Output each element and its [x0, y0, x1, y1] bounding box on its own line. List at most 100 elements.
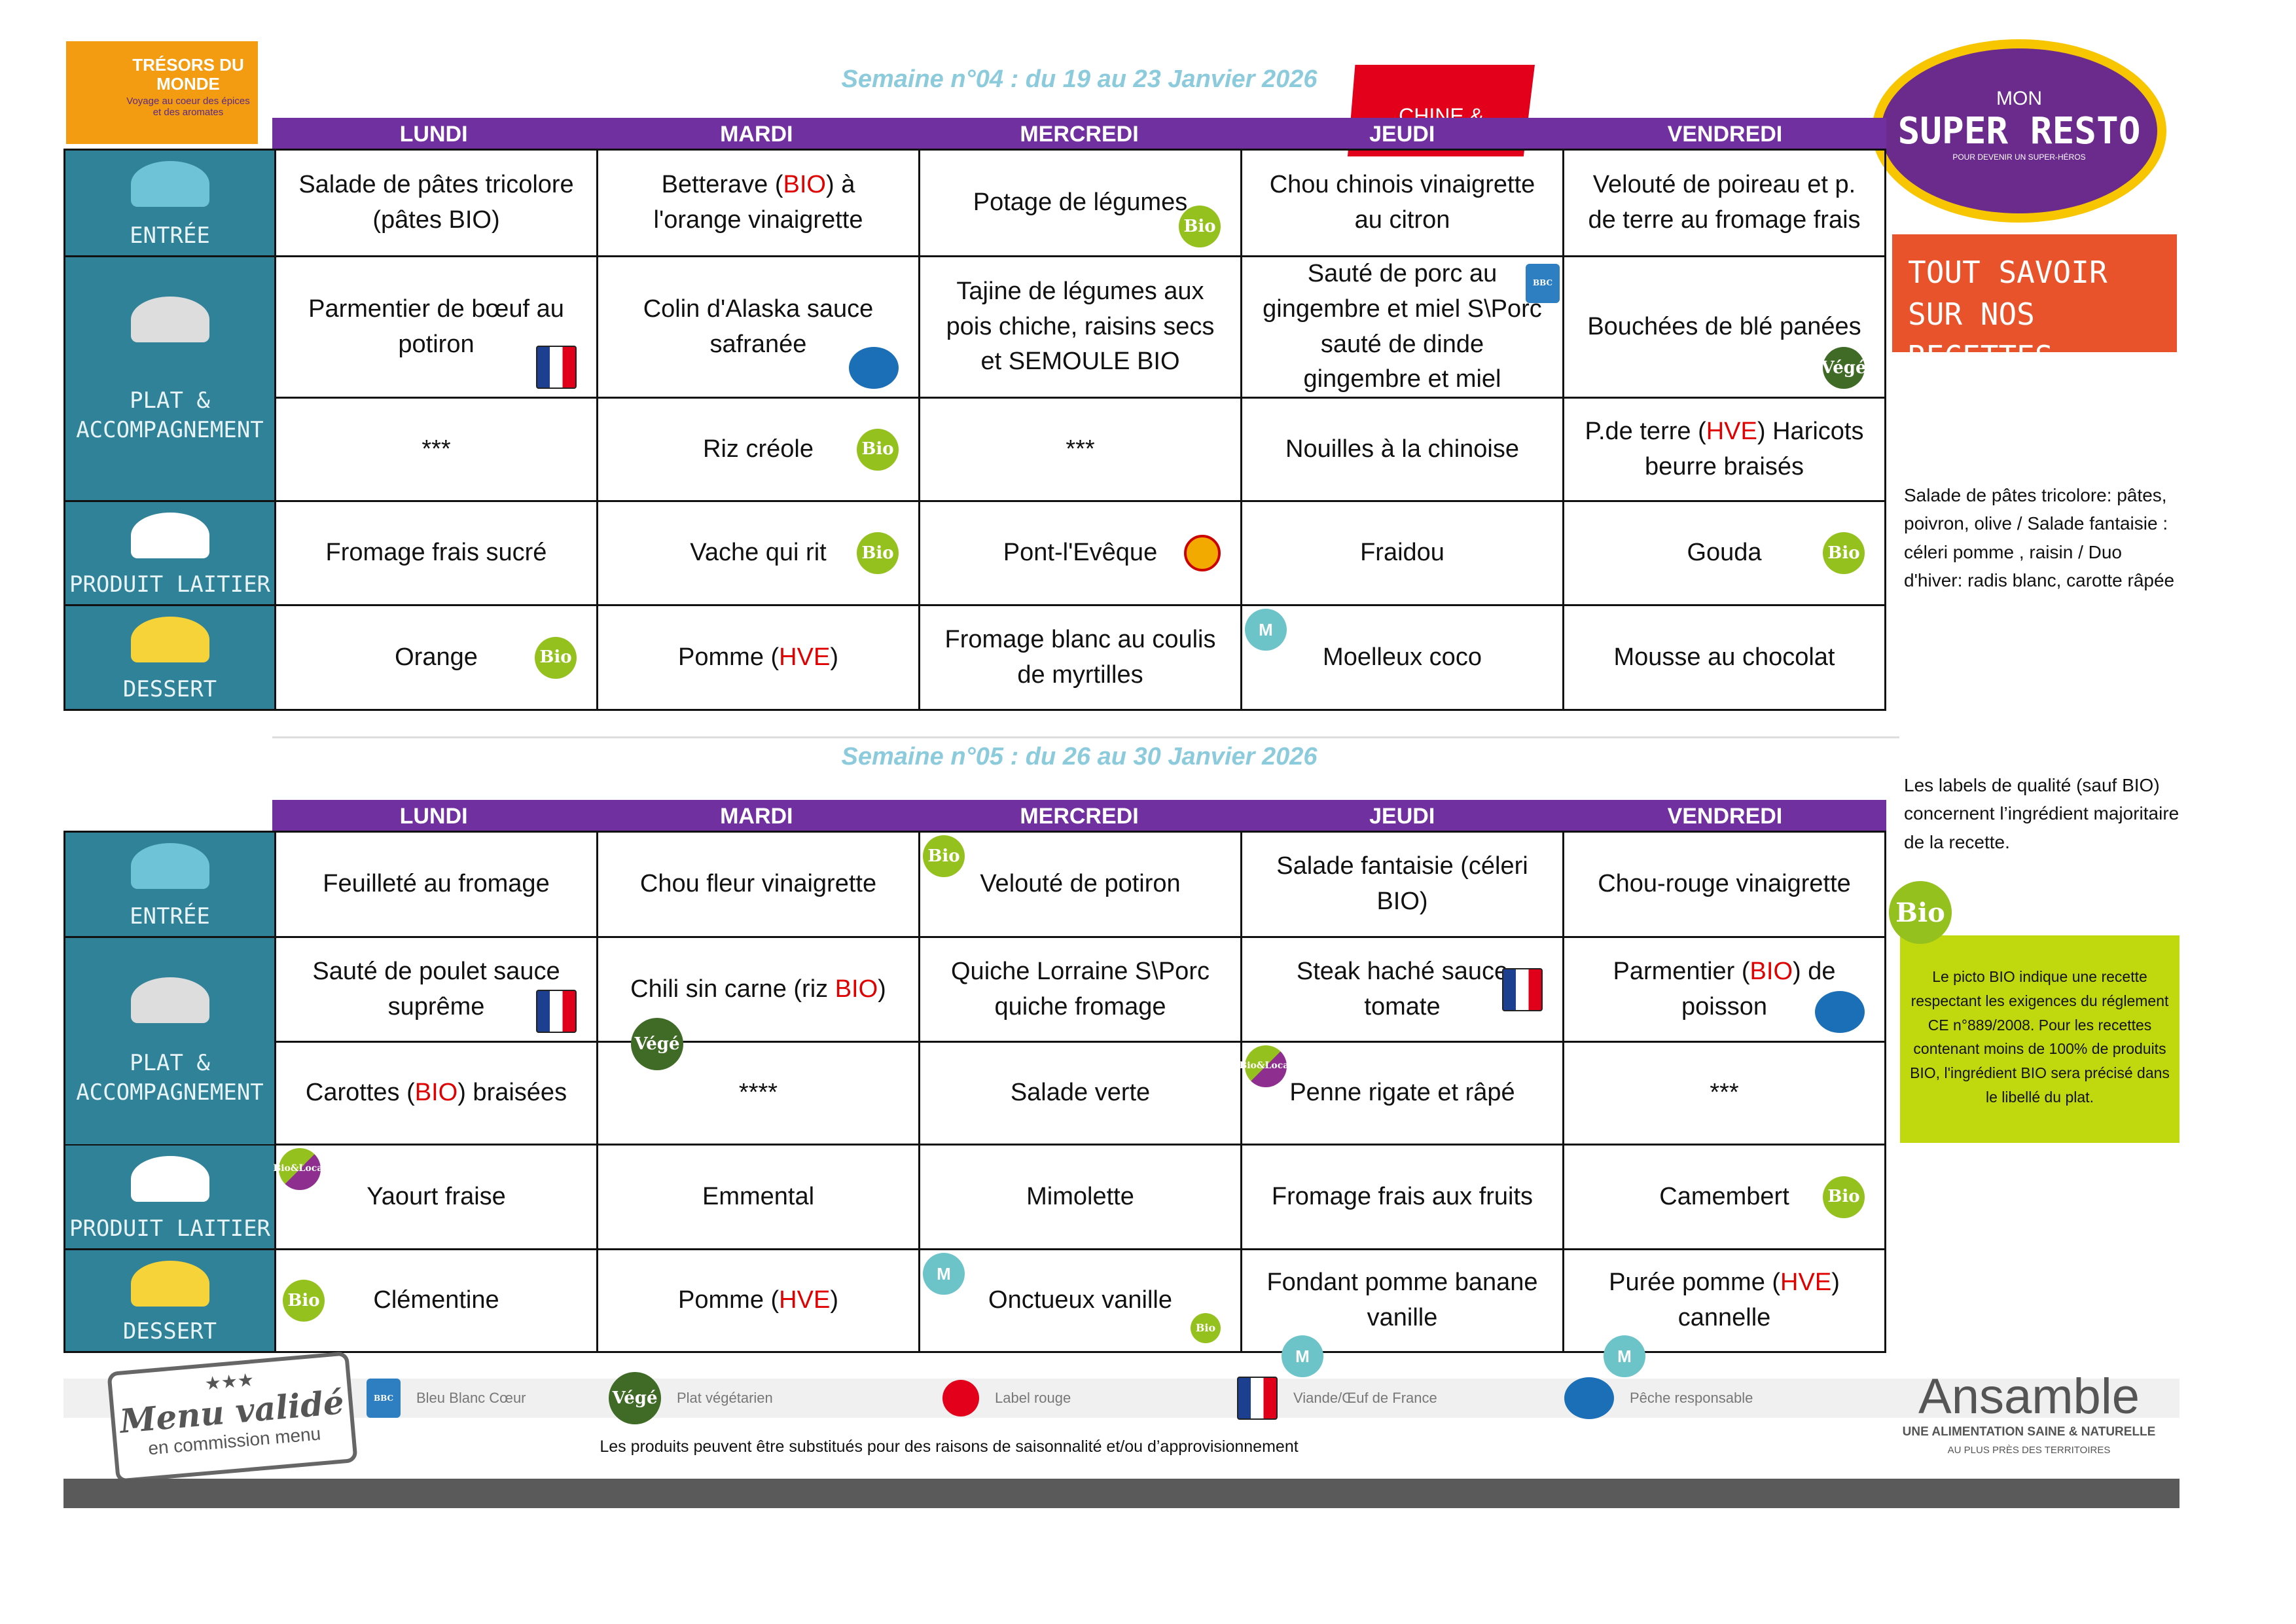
tresors-du-monde-logo: TRÉSORS DU MONDE Voyage au coeur des épi… — [66, 41, 258, 144]
dish-name: Salade verte — [1010, 1079, 1151, 1107]
aop-icon — [1184, 535, 1221, 571]
dish-name: **** — [738, 1079, 778, 1107]
biolocal-icon: Bio&Local — [273, 1148, 327, 1190]
menu-cell-plat-mardi: Colin d'Alaska sauce safranée — [596, 257, 918, 397]
legend-item: Viande/Œuf de France — [1237, 1372, 1437, 1424]
fish-icon — [1564, 1377, 1614, 1419]
dish-name: Clémentine — [373, 1286, 499, 1314]
dish-name: Parmentier (BIO) de poisson — [1613, 957, 1836, 1020]
row-dessert: DESSERT Orange Bio Pomme (HVE) Fromage blanc… — [65, 604, 1884, 709]
menu-cell-produit-laitier-jeudi: Fraidou — [1240, 502, 1562, 604]
dish-name: Quiche Lorraine S\Porc quiche fromage — [951, 957, 1210, 1020]
row-plat: PLAT & ACCOMPAGNEMENT Parmentier de bœuf … — [65, 255, 1884, 500]
menu-cell-entree-lundi: Salade de pâtes tricolore (pâtes BIO) — [274, 151, 596, 255]
cloche-icon — [130, 977, 209, 1023]
menu-cell-entree-jeudi: Salade fantaisie (céleri BIO) — [1240, 833, 1562, 936]
row-accompagnement: Carottes (BIO) braisées **** Salade verte P… — [65, 1041, 1884, 1144]
ice-cream-icon — [130, 1261, 209, 1307]
dish-name: Nouilles à la chinoise — [1285, 435, 1519, 463]
dish-name: Purée pomme (HVE) cannelle — [1609, 1269, 1840, 1331]
dish-name: Pomme (HVE) — [678, 643, 838, 671]
resto-small: MON — [1996, 88, 2042, 109]
dish-name: Colin d'Alaska sauce safranée — [643, 295, 874, 358]
menu-cell-accompagnement-vendredi: P.de terre (HVE) Haricots beurre braisés — [1562, 399, 1884, 500]
dish-name: Sauté de porc au gingembre et miel S\Por… — [1263, 259, 1542, 393]
dish-name: Velouté de poireau et p. de terre au fro… — [1588, 171, 1861, 234]
menu-cell-plat-vendredi: Bouchées de blé panées Végé — [1562, 257, 1884, 397]
menu-cell-dessert-mardi: Pomme (HVE) — [596, 606, 918, 709]
legend-item: Végé Plat végétarien — [609, 1372, 773, 1424]
legend-label: Plat végétarien — [677, 1390, 773, 1406]
menu-cell-entree-mardi: Betterave (BIO) à l'orange vinaigrette — [596, 151, 918, 255]
cloche-icon — [130, 297, 209, 342]
menu-cell-dessert-lundi: Orange Bio — [274, 606, 596, 709]
bio-icon: Bio — [1823, 532, 1865, 574]
ansamble-logo: Ansamble UNE ALIMENTATION SAINE & NATURE… — [1885, 1368, 2173, 1456]
row-plat: PLAT & ACCOMPAGNEMENT Sauté de poulet sau… — [65, 936, 1884, 1144]
menu-cell-produit-laitier-jeudi: Fromage frais aux fruits — [1240, 1146, 1562, 1248]
labels-note: Les labels de qualité (sauf BIO) concern… — [1904, 775, 2179, 852]
row-label-produit-laitier: PRODUIT LAITIER — [65, 1146, 274, 1248]
day-lundi: LUNDI — [399, 804, 468, 829]
day-lundi: LUNDI — [399, 122, 468, 147]
milk-can-icon — [130, 1156, 209, 1202]
legend-item: Label rouge — [942, 1372, 1071, 1424]
legend-label: Pêche responsable — [1630, 1390, 1753, 1406]
menu-cell-plat-jeudi: Steak haché sauce tomate — [1240, 938, 1562, 1041]
dish-name: Salade fantaisie (céleri BIO) — [1276, 852, 1528, 915]
dish-name: Salade de pâtes tricolore (pâtes BIO) — [298, 171, 574, 234]
divider — [272, 736, 1899, 738]
resto-big: SUPER RESTO — [1897, 110, 2141, 153]
menu-cell-plat-jeudi: Sauté de porc au gingembre et miel S\Por… — [1240, 257, 1562, 397]
menu-cell-entree-jeudi: Chou chinois vinaigrette au citron — [1240, 151, 1562, 255]
day-jeudi: JEUDI — [1369, 804, 1435, 829]
dish-name: Emmental — [702, 1182, 815, 1210]
row-label-entree: ENTRÉE — [65, 833, 274, 936]
dish-name: Fraidou — [1360, 539, 1444, 567]
m-icon: M — [1282, 1335, 1323, 1377]
france-icon — [1237, 1377, 1278, 1420]
menu-cell-dessert-lundi: Clémentine Bio — [274, 1250, 596, 1351]
mon-super-resto-logo: MON SUPER RESTO POUR DEVENIR UN SUPER-HÉ… — [1872, 39, 2166, 223]
row-label-produit-laitier: PRODUIT LAITIER — [65, 502, 274, 604]
week2-title: Semaine n°05 : du 26 au 30 Janvier 2026 — [841, 743, 1318, 770]
menu-cell-entree-mercredi: Potage de légumes Bio — [918, 151, 1240, 255]
dish-name: Bouchées de blé panées — [1587, 312, 1861, 340]
menu-cell-dessert-mardi: Pomme (HVE) — [596, 1250, 918, 1351]
menu-cell-entree-mardi: Chou fleur vinaigrette — [596, 833, 918, 936]
row-label-dessert: DESSERT — [65, 606, 274, 709]
menu-cell-accompagnement-vendredi: *** — [1562, 1043, 1884, 1144]
tresors-subtitle: Voyage au coeur des épices et des aromat… — [126, 96, 250, 118]
dish-name: Camembert — [1659, 1182, 1789, 1210]
dish-name: Chou fleur vinaigrette — [639, 870, 877, 898]
menu-cell-plat-mardi: Chili sin carne (riz BIO) Végé — [596, 938, 918, 1070]
dish-name: Riz créole — [703, 435, 814, 463]
menu-cell-produit-laitier-mardi: Emmental — [596, 1146, 918, 1248]
menu-cell-produit-laitier-lundi: Fromage frais sucré — [274, 502, 596, 604]
menu-cell-produit-laitier-mercredi: Mimolette — [918, 1146, 1240, 1248]
week1-title: Semaine n°04 : du 19 au 23 Janvier 2026 — [841, 65, 1318, 93]
menu-cell-accompagnement-mardi: **** — [596, 1043, 918, 1144]
menu-cell-dessert-jeudi: Fondant pomme banane vanille M — [1240, 1250, 1562, 1377]
menu-cell-produit-laitier-mercredi: Pont-l'Evêque — [918, 502, 1240, 604]
dish-name: Carottes (BIO) braisées — [305, 1079, 567, 1107]
bio-icon: Bio — [283, 1280, 325, 1322]
ansamble-sub2: AU PLUS PRÈS DES TERRITOIRES — [1947, 1445, 2111, 1456]
week1-day-header: LUNDI MARDI MERCREDI JEUDI VENDREDI — [272, 118, 1886, 149]
menu-cell-plat-lundi: Sauté de poulet sauce suprême — [274, 938, 596, 1041]
menu-cell-accompagnement-jeudi: Nouilles à la chinoise — [1240, 399, 1562, 500]
legend-band — [63, 1379, 2179, 1418]
menu-cell-produit-laitier-vendredi: Gouda Bio — [1562, 502, 1884, 604]
dish-name: Sauté de poulet sauce suprême — [312, 957, 560, 1020]
dish-name: Mousse au chocolat — [1613, 643, 1835, 671]
biolocal-icon: Bio&Local — [1239, 1045, 1293, 1087]
fish-icon — [849, 347, 899, 389]
row-entree: ENTRÉE Feuilleté au fromage Chou fleur vin… — [65, 833, 1884, 936]
menu-cell-accompagnement-mercredi: Salade verte — [918, 1043, 1240, 1144]
m-icon: M — [1245, 609, 1287, 651]
recipes-button[interactable]: TOUT SAVOIR SUR NOS RECETTES — [1892, 234, 2177, 374]
dish-name: Pomme (HVE) — [678, 1286, 838, 1314]
menu-cell-accompagnement-jeudi: Penne rigate et râpé Bio&Local — [1239, 1043, 1562, 1144]
dish-name: Pont-l'Evêque — [1003, 539, 1158, 567]
footer-bar — [63, 1479, 2179, 1508]
